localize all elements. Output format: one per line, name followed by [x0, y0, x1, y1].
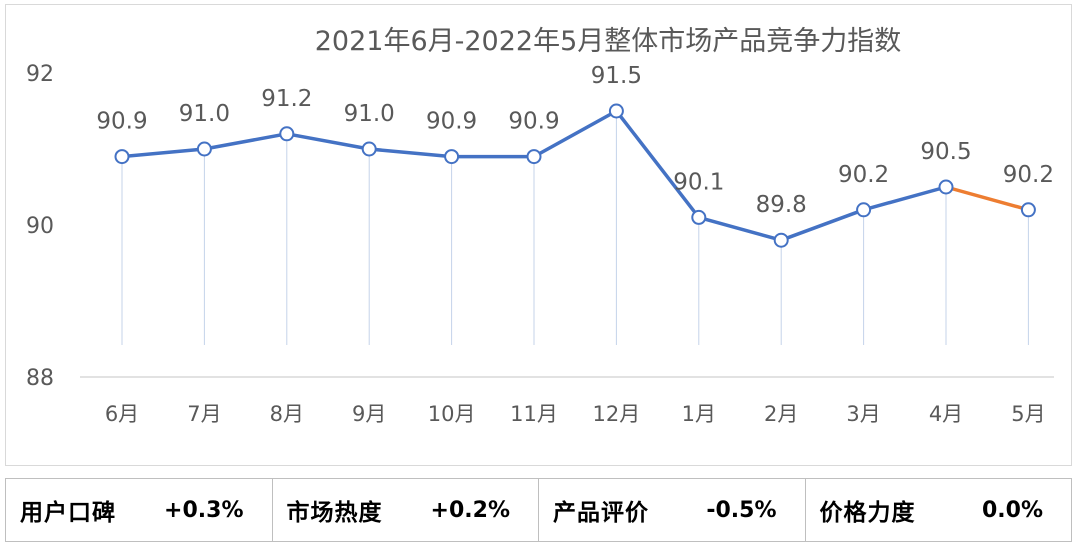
- data-label: 91.0: [179, 101, 230, 127]
- stat-label: 市场热度: [286, 500, 383, 526]
- stat-cell-popularity: 市场热度 +0.2%: [273, 479, 539, 541]
- series-line-segment: [779, 208, 866, 242]
- stat-label: 产品评价: [553, 500, 649, 526]
- series-line-segment: [697, 215, 783, 242]
- data-label: 91.5: [591, 63, 642, 89]
- x-tick-label: 8月: [270, 402, 304, 426]
- stat-label: 用户口碑: [20, 500, 116, 526]
- x-tick-label: 5月: [1011, 402, 1045, 426]
- x-tick-label: 10月: [428, 402, 476, 426]
- data-label: 89.8: [756, 192, 807, 218]
- data-point: [114, 149, 130, 165]
- data-point: [444, 149, 460, 165]
- series-line-segment: [532, 109, 619, 159]
- line-chart: 2021年6月-2022年5月整体市场产品竞争力指数 88 90 92 90.9 91…: [26, 26, 1054, 426]
- series-line-segment: [944, 185, 1031, 212]
- x-tick-label: 6月: [105, 402, 139, 426]
- series-line-segment: [367, 147, 454, 159]
- data-point: [856, 202, 872, 218]
- data-point: [526, 149, 542, 165]
- x-tick-label: 12月: [593, 402, 641, 426]
- data-label: 91.0: [344, 101, 395, 127]
- series-line-segment: [861, 185, 948, 212]
- x-tick-label: 7月: [187, 402, 221, 426]
- series-line-segment: [120, 147, 207, 159]
- x-tick-label: 11月: [510, 402, 558, 426]
- data-point: [361, 141, 377, 157]
- data-label: 90.9: [508, 109, 559, 135]
- series-line-segment: [285, 132, 371, 151]
- y-tick-label: 88: [26, 366, 54, 391]
- data-label: 90.5: [920, 139, 971, 165]
- data-point: [196, 141, 212, 157]
- x-tick-label: 1月: [682, 402, 716, 426]
- chart-title: 2021年6月-2022年5月整体市场产品竞争力指数: [315, 26, 902, 57]
- x-tick-label: 9月: [352, 402, 386, 426]
- x-tick-label: 2月: [764, 402, 798, 426]
- stat-cell-reputation: 用户口碑 +0.3%: [6, 479, 273, 541]
- stats-bar: 用户口碑 +0.3% 市场热度 +0.2% 产品评价 -0.5% 价格力度 0.…: [5, 478, 1072, 542]
- data-point: [1020, 202, 1036, 218]
- data-label: 90.2: [1003, 162, 1054, 188]
- series-line-segment: [614, 109, 701, 220]
- stat-cell-review: 产品评价 -0.5%: [539, 479, 806, 541]
- data-point: [773, 232, 789, 248]
- data-point: [691, 209, 707, 225]
- stat-label: 价格力度: [819, 500, 916, 526]
- data-point: [279, 126, 295, 142]
- data-label: 90.9: [96, 109, 147, 135]
- stat-value: -0.5%: [706, 497, 777, 523]
- series-line-segment: [202, 132, 289, 151]
- chart-frame: 2021年6月-2022年5月整体市场产品竞争力指数 88 90 92 90.9 91…: [5, 4, 1072, 466]
- y-tick-label: 92: [26, 62, 54, 87]
- stat-value: +0.3%: [164, 497, 244, 523]
- data-label: 90.1: [673, 169, 724, 195]
- stat-value: +0.2%: [430, 497, 510, 523]
- data-label: 91.2: [261, 86, 312, 112]
- data-label: 90.2: [838, 162, 889, 188]
- x-tick-label: 4月: [929, 402, 963, 426]
- stat-value: 0.0%: [981, 497, 1043, 523]
- data-label: 90.9: [426, 109, 477, 135]
- x-tick-label: 3月: [846, 402, 880, 426]
- y-tick-label: 90: [26, 214, 54, 239]
- data-point: [608, 103, 624, 119]
- stat-cell-price: 价格力度 0.0%: [806, 479, 1072, 541]
- data-point: [938, 179, 954, 195]
